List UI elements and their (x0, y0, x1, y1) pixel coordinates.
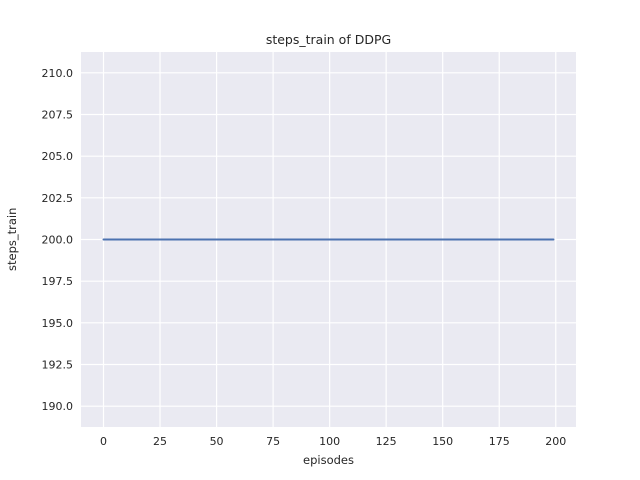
chart-title: steps_train of DDPG (265, 32, 392, 47)
x-axis-label: episodes (303, 453, 354, 467)
y-tick-label: 207.5 (42, 109, 74, 122)
y-tick-label: 202.5 (42, 192, 74, 205)
y-axis-label: steps_train (5, 207, 19, 272)
x-tick-label: 50 (210, 435, 224, 448)
y-tick-label: 210.0 (42, 67, 74, 80)
x-tick-label: 100 (319, 435, 340, 448)
y-tick-label: 192.5 (42, 359, 74, 372)
y-tick-label: 195.0 (42, 317, 74, 330)
x-tick-label: 125 (376, 435, 397, 448)
x-tick-label: 150 (432, 435, 453, 448)
y-tick-label: 205.0 (42, 150, 74, 163)
y-tick-label: 190.0 (42, 400, 74, 413)
x-tick-label: 0 (100, 435, 107, 448)
x-tick-label: 175 (489, 435, 510, 448)
y-tick-label: 200.0 (42, 234, 74, 247)
x-tick-label: 75 (266, 435, 280, 448)
x-tick-label: 25 (153, 435, 167, 448)
x-tick-label: 200 (545, 435, 566, 448)
y-tick-label: 197.5 (42, 275, 74, 288)
